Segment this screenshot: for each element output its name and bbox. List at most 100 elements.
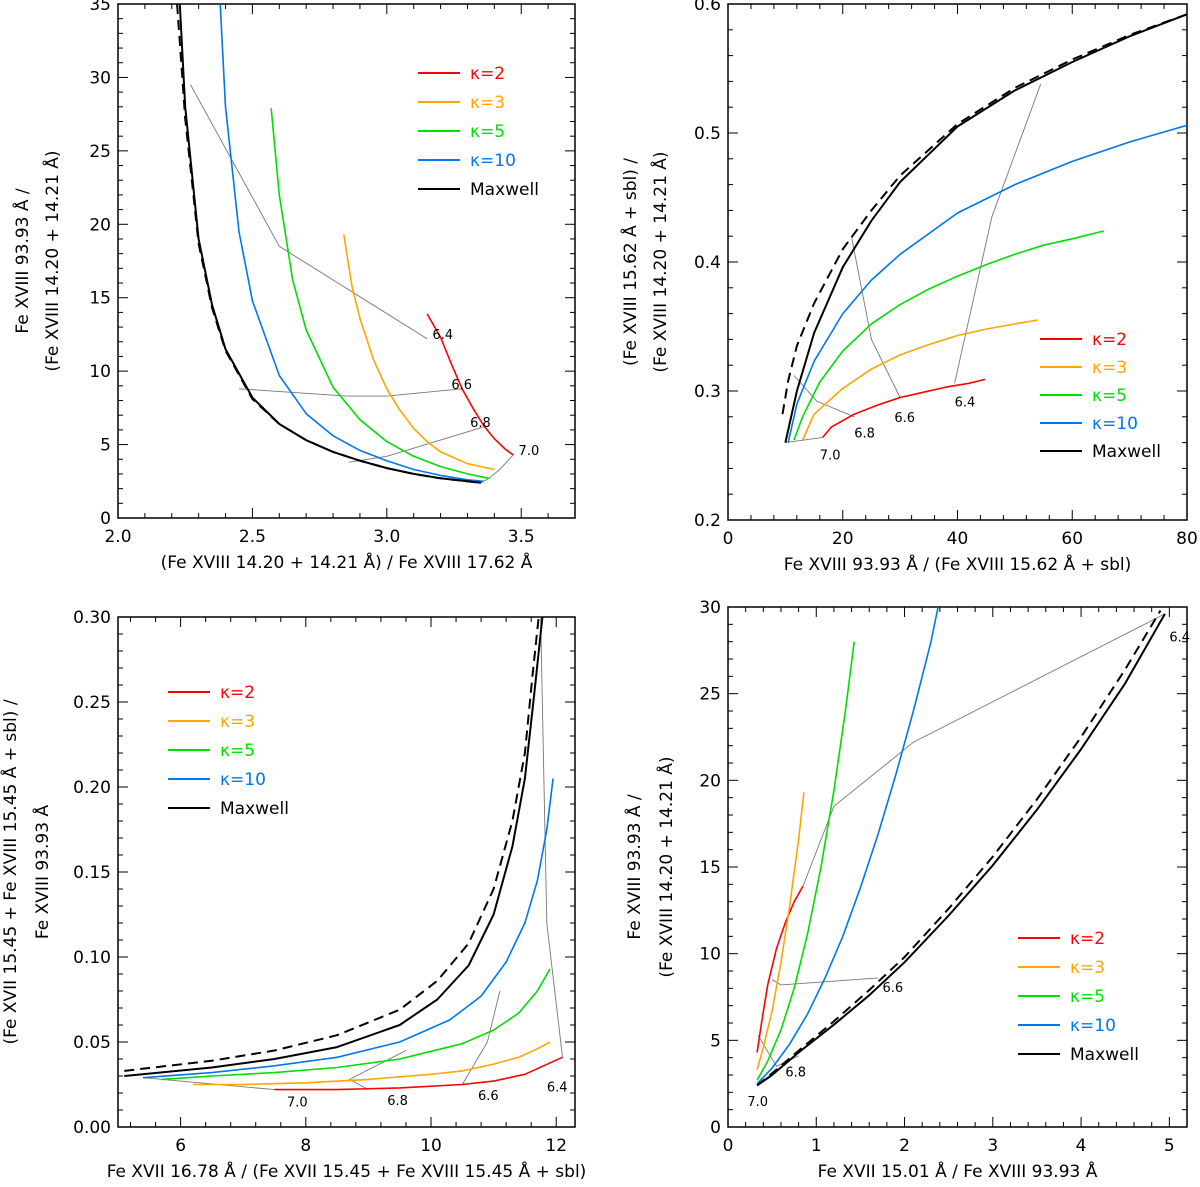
series-line <box>193 1041 551 1086</box>
x-tick-label: 8 <box>300 1136 311 1156</box>
y-tick-label: 10 <box>699 945 721 965</box>
legend-label: κ=10 <box>1092 414 1138 434</box>
temperature-label: 6.6 <box>451 378 472 393</box>
x-axis-label: Fe XVII 16.78 Å / (Fe XVII 15.45 + Fe XV… <box>107 1160 587 1182</box>
plot-area <box>781 13 1187 444</box>
y-tick-label: 0.00 <box>73 1118 111 1138</box>
x-axis-label: Fe XVII 15.01 Å / Fe XVIII 93.93 Å <box>818 1160 1098 1182</box>
series-line <box>274 1056 563 1091</box>
series-line <box>756 613 1166 1087</box>
series-line <box>756 607 939 1085</box>
isotherm-line-6.6 <box>461 990 501 1085</box>
x-tick-label: 0 <box>723 529 734 549</box>
x-tick-label: 12 <box>545 1136 567 1156</box>
legend-label: κ=10 <box>220 770 266 790</box>
y-axis-label: Fe XVIII 93.93 Å / <box>623 794 645 940</box>
temperature-label: 6.4 <box>547 1080 568 1095</box>
isotherm-line-6.4 <box>802 613 1166 887</box>
panel-top-left: 2.0 2.5 3.0 3.5 0 5 10 15 20 25 30 35 (Fe XVIII 14.2… <box>11 0 576 573</box>
x-tick-label: 3.0 <box>373 527 400 547</box>
x-tick-label: 40 <box>947 529 969 549</box>
x-tick-label: 20 <box>832 529 854 549</box>
temperature-label: 6.6 <box>478 1089 499 1104</box>
y-tick-label: 5 <box>100 436 111 456</box>
y-axis-label: (Fe XVII 15.45 + Fe XVIII 15.45 Å + sbl)… <box>0 699 21 1044</box>
legend-label: κ=2 <box>470 64 505 84</box>
x-tick-label: 4 <box>1076 1136 1087 1156</box>
y-axis-label: (Fe XVIII 15.62 Å + sbl) / <box>619 158 641 366</box>
series-line-dashed <box>176 4 482 484</box>
panel-bottom-left: 6 8 10 12 0.00 0.05 0.10 0.15 0.20 0.25 0.30 Fe XVI… <box>0 608 586 1182</box>
y-tick-label: 20 <box>89 215 111 235</box>
series-line <box>822 378 986 438</box>
legend-label: Maxwell <box>1070 1045 1139 1065</box>
series-line <box>801 319 1038 441</box>
plot-area <box>124 617 563 1091</box>
series-line <box>219 4 484 483</box>
panel-top-right: 0 20 40 60 80 0.2 0.3 0.4 0.5 0.6 Fe XVIII 93.93 Å… <box>619 0 1198 575</box>
legend-label: κ=2 <box>1092 330 1127 350</box>
plot-frame <box>117 3 576 519</box>
y-tick-label: 0 <box>100 509 111 529</box>
series-line <box>756 641 855 1081</box>
temperature-label: 6.8 <box>387 1094 408 1109</box>
isotherm-line-6.6 <box>238 388 463 397</box>
isotherm-line-6.6 <box>850 236 901 398</box>
x-tick-label: 6 <box>175 1136 186 1156</box>
y-axis-label: Fe XVIII 93.93 Å / <box>11 188 33 334</box>
legend-label: Maxwell <box>220 799 289 819</box>
y-tick-label: 10 <box>89 362 111 382</box>
temperature-label: 6.4 <box>433 328 454 343</box>
series-line <box>426 313 514 456</box>
y-tick-label: 0.2 <box>694 511 721 531</box>
series-line-dashed <box>756 609 1162 1087</box>
y-tick-label: 0.3 <box>694 382 721 402</box>
y-tick-label: 15 <box>699 858 721 878</box>
legend-label: κ=5 <box>470 122 505 142</box>
y-tick-label: 0.15 <box>73 863 111 883</box>
isotherm-line-6.8 <box>793 375 855 418</box>
y-axis-label: (Fe XVIII 14.20 + 14.21 Å) <box>41 150 63 371</box>
temperature-label: 6.8 <box>470 416 491 431</box>
y-tick-label: 0.05 <box>73 1033 111 1053</box>
series-line <box>793 230 1104 441</box>
legend-label: κ=10 <box>1070 1016 1116 1036</box>
series-line-dashed <box>781 13 1187 415</box>
legend-label: κ=2 <box>220 683 255 703</box>
series-line <box>784 13 1187 443</box>
y-axis-label: Fe XVIII 93.93 Å <box>31 805 53 940</box>
x-tick-label: 5 <box>1164 1136 1175 1156</box>
y-axis-label: (Fe XVIII 14.20 + 14.21 Å) <box>655 756 677 977</box>
x-tick-label: 3.5 <box>508 527 535 547</box>
isotherm-line-6.4 <box>540 617 563 1058</box>
series-line <box>756 792 805 1071</box>
series-line <box>787 124 1187 443</box>
x-tick-label: 1 <box>811 1136 822 1156</box>
temperature-label: 6.8 <box>785 1066 806 1081</box>
y-tick-label: 0.5 <box>694 124 721 144</box>
temperature-label: 7.0 <box>747 1095 768 1110</box>
x-tick-label: 2 <box>899 1136 910 1156</box>
temperature-label: 7.0 <box>287 1096 308 1111</box>
y-tick-label: 20 <box>699 771 721 791</box>
temperature-label: 6.6 <box>894 411 915 426</box>
legend-label: Maxwell <box>470 180 539 200</box>
series-line <box>343 234 495 471</box>
temperature-label: 6.4 <box>1169 631 1190 646</box>
y-tick-label: 30 <box>699 598 721 618</box>
series-line <box>756 885 804 1053</box>
series-line <box>124 617 544 1077</box>
isotherm-line-7.0 <box>480 454 514 484</box>
x-tick-label: 0 <box>723 1136 734 1156</box>
x-tick-label: 3 <box>987 1136 998 1156</box>
y-tick-label: 0.25 <box>73 693 111 713</box>
y-tick-label: 0 <box>710 1118 721 1138</box>
temperature-label: 7.0 <box>519 444 540 459</box>
y-tick-label: 25 <box>699 685 721 705</box>
isotherm-line-6.8 <box>348 1050 407 1090</box>
legend-label: κ=3 <box>1092 358 1127 378</box>
x-axis-label: Fe XVIII 93.93 Å / (Fe XVIII 15.62 Å + s… <box>784 553 1132 575</box>
series-line <box>161 968 551 1081</box>
legend-label: κ=3 <box>220 712 255 732</box>
